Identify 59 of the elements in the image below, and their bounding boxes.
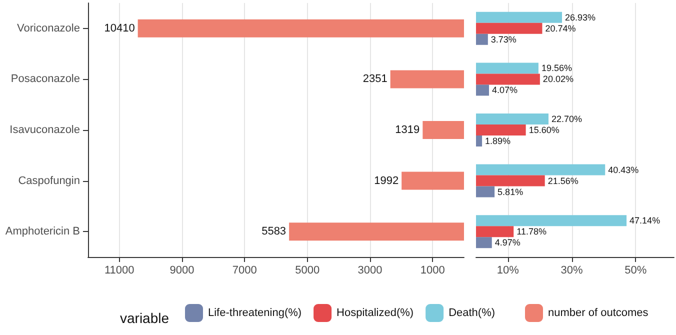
bar <box>476 84 489 96</box>
bar <box>390 70 464 88</box>
x-tick-label: 11000 <box>104 264 134 276</box>
bar <box>476 124 526 136</box>
x-tick-label: 9000 <box>170 264 194 276</box>
x-tick-label: 7000 <box>232 264 257 276</box>
data-label: 11.78% <box>516 226 546 237</box>
legend-label: Death(%) <box>448 307 496 319</box>
data-label: 4.97% <box>494 238 520 248</box>
y-tick-label: Isavuconazole <box>10 124 80 136</box>
data-label: 1319 <box>395 124 420 136</box>
data-label: 21.56% <box>548 176 578 186</box>
bar <box>476 22 542 34</box>
bar <box>476 34 488 45</box>
data-label: 5583 <box>262 226 286 238</box>
legend-label: number of outcomes <box>548 307 649 319</box>
bar <box>476 164 606 176</box>
bar <box>476 215 627 226</box>
data-label: 26.93% <box>565 12 596 22</box>
data-label: 47.14% <box>630 216 660 226</box>
bar <box>476 186 495 198</box>
bar <box>476 237 492 248</box>
legend-label: Hospitalized(%) <box>336 307 414 319</box>
data-label: 5.81% <box>498 186 524 197</box>
data-label: 22.70% <box>551 114 582 124</box>
data-label: 2351 <box>362 73 388 86</box>
data-label: 4.07% <box>492 85 518 96</box>
bar <box>476 175 545 186</box>
data-label: 20.02% <box>542 74 574 84</box>
x-tick-label: 30% <box>560 264 584 276</box>
bar <box>476 114 548 124</box>
x-tick-label: 1000 <box>420 264 445 276</box>
data-label: 10410 <box>104 22 135 34</box>
x-tick-label: 10% <box>496 264 520 276</box>
bar <box>289 222 464 241</box>
y-tick-label: Posaconazole <box>10 73 80 86</box>
bar <box>422 121 464 139</box>
data-label: 20.74% <box>545 23 576 34</box>
data-label: 1.89% <box>485 136 511 146</box>
x-tick-label: 50% <box>624 264 647 276</box>
data-label: 15.60% <box>528 125 560 135</box>
bar <box>476 136 482 146</box>
bar <box>476 74 540 85</box>
y-tick-label: Voriconazole <box>17 22 80 34</box>
x-tick-label: 5000 <box>295 264 320 276</box>
y-tick-label: Amphotericin B <box>5 226 80 238</box>
data-label: 3.73% <box>490 34 516 44</box>
bar <box>138 19 464 38</box>
data-label: 40.43% <box>608 164 639 175</box>
y-tick-label: Caspofungin <box>18 174 80 187</box>
legend-title: variable <box>120 310 170 326</box>
bar <box>476 62 538 74</box>
bar <box>402 172 464 190</box>
data-label: 19.56% <box>541 63 572 74</box>
legend-label: Life-threatening(%) <box>208 307 302 319</box>
x-tick-label: 3000 <box>358 264 382 276</box>
bar <box>476 12 562 23</box>
data-label: 1992 <box>374 174 399 187</box>
bar <box>476 226 514 238</box>
